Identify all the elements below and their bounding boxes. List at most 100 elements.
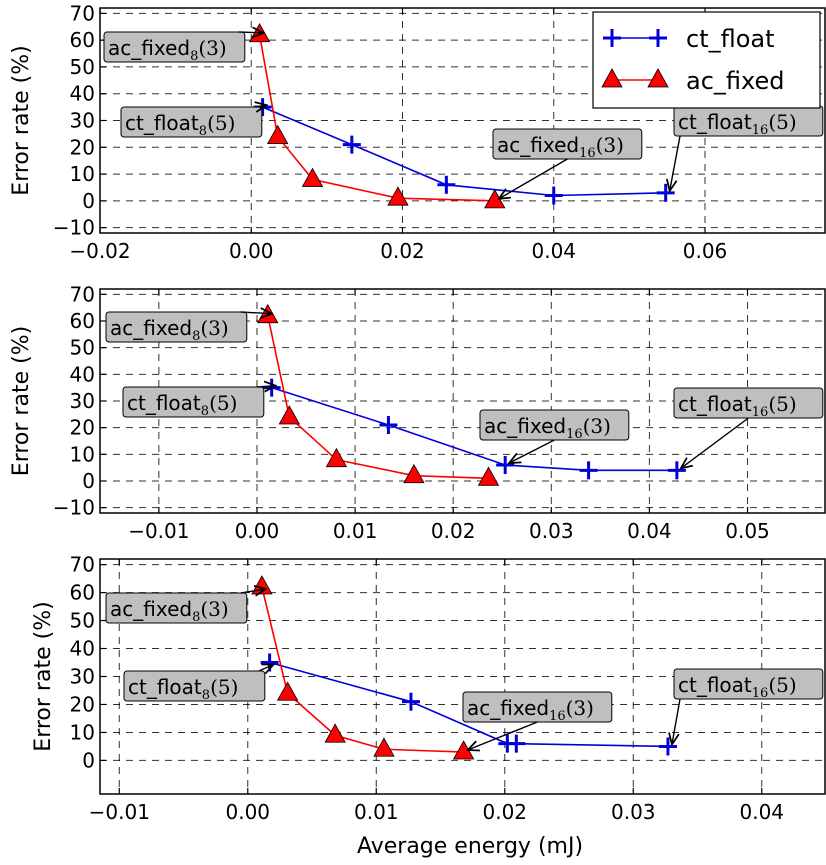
- y-axis-label: Error rate (%): [9, 45, 34, 195]
- annotation-ac-fixed-8: ac_fixed8(3): [105, 589, 266, 625]
- annotation-arrow: [240, 589, 266, 593]
- x-tick-label: 0.04: [531, 239, 576, 263]
- annotation-label: ac_fixed8(3): [110, 316, 229, 344]
- annotation-ac-fixed-8: ac_fixed8(3): [103, 31, 264, 64]
- y-tick-label: 50: [70, 55, 95, 79]
- annotation-ac-fixed-16: ac_fixed16(3): [492, 128, 643, 199]
- x-tick-label: 0.01: [354, 800, 399, 824]
- plus-marker: [262, 378, 281, 397]
- x-tick-label: 0.04: [627, 519, 672, 543]
- plus-marker: [496, 456, 515, 474]
- y-tick-label: 0: [82, 469, 95, 493]
- plus-marker: [342, 135, 361, 154]
- annotation-box: [123, 670, 266, 702]
- y-tick-label: 70: [70, 282, 95, 306]
- annotation-arrow: [238, 32, 264, 33]
- x-tick-label: −0.01: [128, 519, 189, 543]
- y-tick-label: 20: [70, 135, 95, 159]
- legend-triangle-marker: [647, 68, 669, 88]
- legend-box: [592, 11, 821, 109]
- y-tick-label: 40: [70, 82, 95, 106]
- annotation-box: [105, 592, 248, 624]
- annotation-arrow: [256, 105, 267, 107]
- y-tick-label: 30: [70, 665, 95, 689]
- chart-panel-1: −0.02 0.00 0.02 0.04 0.06−10010203040506070E…: [9, 1, 826, 263]
- annotation-label: ct_float16(5): [678, 110, 797, 138]
- y-tick-label: 70: [70, 1, 95, 25]
- plus-marker: [379, 416, 398, 434]
- annotation-arrow: [681, 417, 749, 468]
- y-tick-label: 30: [70, 109, 95, 133]
- y-tick-label: 0: [82, 189, 95, 213]
- x-tick-label: 0.02: [431, 519, 476, 543]
- legend-triangle-marker: [601, 68, 623, 88]
- x-tick-label: 0.02: [380, 239, 425, 263]
- annotation-arrow: [257, 386, 276, 387]
- y-tick-label: 10: [70, 720, 95, 744]
- annotation-ct-float-16: ct_float16(5): [673, 387, 824, 468]
- annotation-label: ac_fixed8(3): [108, 36, 227, 64]
- x-tick-label: 0.03: [611, 800, 656, 824]
- triangle-marker: [403, 463, 425, 484]
- plus-marker: [507, 734, 526, 753]
- plus-marker: [401, 692, 420, 711]
- annotation-ct-float-8: ct_float8(5): [120, 105, 267, 139]
- y-axis-label: Error rate (%): [9, 326, 34, 476]
- annotation-box: [122, 386, 265, 418]
- chart-panel-3: −0.01 0.00 0.01 0.02 0.03 0.04 0 10 20 30 40 50 60 70…: [31, 553, 826, 824]
- x-tick-label: 0.04: [739, 800, 784, 824]
- annotation-label: ct_float16(5): [678, 392, 797, 420]
- annotation-label: ac_fixed16(3): [484, 414, 611, 442]
- annotation-ct-float-16: ct_float16(5): [672, 668, 824, 744]
- y-tick-label: 20: [70, 416, 95, 440]
- y-tick-label: 40: [70, 362, 95, 386]
- x-tick-label: 0.03: [529, 519, 574, 543]
- triangle-marker: [278, 405, 301, 425]
- annotation-label: ct_float8(5): [127, 391, 237, 419]
- y-tick-label: 20: [70, 692, 95, 716]
- annotation-ct-float-16: ct_float16(5): [670, 105, 824, 191]
- y-tick-label: 60: [70, 581, 95, 605]
- x-tick-label: −0.01: [89, 800, 150, 824]
- triangle-marker: [325, 447, 348, 468]
- annotation-label: ct_float16(5): [678, 673, 797, 701]
- annotation-box: [103, 31, 246, 63]
- triangle-marker: [484, 189, 506, 209]
- annotation-arrow: [509, 439, 555, 463]
- triangle-marker: [324, 723, 346, 743]
- annotation-arrow: [258, 665, 274, 671]
- x-tick-label: 0.00: [226, 800, 271, 824]
- series-line-ac-fixed: [258, 34, 495, 202]
- plus-marker: [658, 737, 677, 756]
- x-tick-label: 0.05: [725, 519, 770, 543]
- y-tick-label: 0: [82, 748, 95, 772]
- annotation-label: ct_float8(5): [128, 675, 238, 703]
- x-tick-label: 0.06: [683, 239, 728, 263]
- x-tick-label: −0.02: [69, 239, 130, 263]
- y-tick-label: 60: [70, 309, 95, 333]
- x-axis-label: Average energy (mJ): [357, 834, 583, 859]
- triangle-marker: [452, 740, 475, 760]
- y-tick-label: 60: [70, 28, 95, 52]
- legend-label: ac_fixed: [686, 67, 784, 95]
- annotation-ac-fixed-16: ac_fixed16(3): [462, 691, 613, 750]
- annotation-box: [105, 311, 248, 343]
- annotation-box: [673, 668, 824, 700]
- annotation-ct-float-8: ct_float8(5): [122, 386, 276, 419]
- x-tick-label: 0.00: [229, 239, 274, 263]
- x-tick-label: 0.01: [333, 519, 378, 543]
- legend-label: ct_float: [686, 25, 775, 53]
- y-tick-label: 70: [70, 553, 95, 577]
- y-tick-label: −10: [53, 216, 95, 240]
- triangle-marker: [301, 167, 324, 187]
- annotation-arrow: [499, 158, 568, 199]
- annotation-ac-fixed-8: ac_fixed8(3): [105, 311, 272, 344]
- annotation-ct-float-8: ct_float8(5): [123, 665, 274, 703]
- plus-marker: [579, 461, 598, 480]
- plus-marker: [667, 461, 686, 480]
- annotation-ac-fixed-16: ac_fixed16(3): [479, 409, 630, 463]
- y-tick-label: 10: [70, 442, 95, 466]
- annotation-label: ac_fixed16(3): [497, 133, 624, 161]
- triangle-marker: [477, 466, 500, 486]
